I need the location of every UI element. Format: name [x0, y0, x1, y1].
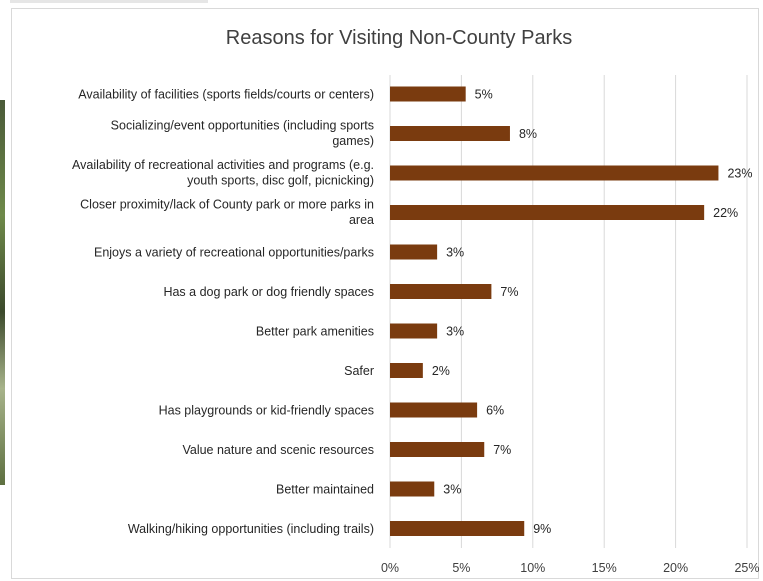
value-label: 23%	[727, 167, 752, 181]
x-tick-labels: 0% 5% 10% 15% 20% 25%	[381, 561, 760, 575]
x-tick-label: 15%	[592, 561, 617, 575]
bars	[390, 86, 719, 536]
value-label: 2%	[432, 364, 450, 378]
category-label: Better park amenities	[256, 325, 374, 339]
value-label: 5%	[475, 88, 493, 102]
value-label: 9%	[533, 522, 551, 536]
x-tick-label: 10%	[520, 561, 545, 575]
bar	[390, 442, 485, 457]
bar	[390, 86, 466, 102]
category-label: area	[349, 213, 374, 227]
bar	[390, 481, 435, 497]
category-label: Walking/hiking opportunities (including …	[128, 522, 374, 536]
bar	[390, 323, 438, 339]
value-label: 22%	[713, 206, 738, 220]
category-labels: Availability of facilities (sports field…	[72, 88, 374, 537]
value-label: 8%	[519, 127, 537, 141]
bar	[390, 402, 478, 418]
x-tick-label: 20%	[663, 561, 688, 575]
x-tick-label: 5%	[452, 561, 470, 575]
value-label: 7%	[493, 443, 511, 457]
category-label: Safer	[344, 364, 374, 378]
category-label: Socializing/event opportunities (includi…	[111, 118, 374, 132]
chart-title: Reasons for Visiting Non-County Parks	[226, 27, 572, 49]
category-label: Availability of facilities (sports field…	[78, 88, 374, 102]
category-label: Value nature and scenic resources	[182, 443, 374, 457]
category-label: Has playgrounds or kid-friendly spaces	[159, 404, 374, 418]
grid-lines	[389, 75, 748, 548]
value-label: 3%	[446, 246, 464, 260]
value-label: 6%	[486, 404, 504, 418]
category-label: Availability of recreational activities …	[72, 158, 374, 172]
value-labels: 5% 8% 23% 22% 3% 7% 3% 2% 6% 7% 3% 9%	[432, 88, 753, 537]
bar	[390, 165, 719, 181]
bar	[390, 521, 525, 536]
category-label: Better maintained	[276, 483, 374, 497]
bar	[390, 126, 510, 141]
bar	[390, 284, 492, 299]
x-tick-label: 25%	[734, 561, 759, 575]
category-label: Has a dog park or dog friendly spaces	[163, 285, 374, 299]
value-label: 3%	[446, 325, 464, 339]
bar	[390, 244, 438, 260]
category-label: Enjoys a variety of recreational opportu…	[94, 246, 374, 260]
category-label: youth sports, disc golf, picnicking)	[187, 173, 374, 187]
chart-frame	[11, 8, 759, 579]
top-rule	[10, 0, 208, 3]
x-tick-label: 0%	[381, 561, 399, 575]
value-label: 7%	[500, 285, 518, 299]
value-label: 3%	[443, 483, 461, 497]
background-photo-edge	[0, 100, 5, 485]
category-label: Closer proximity/lack of County park or …	[80, 197, 374, 211]
bar	[390, 205, 705, 220]
bar	[390, 363, 423, 378]
category-label: games)	[332, 134, 374, 148]
